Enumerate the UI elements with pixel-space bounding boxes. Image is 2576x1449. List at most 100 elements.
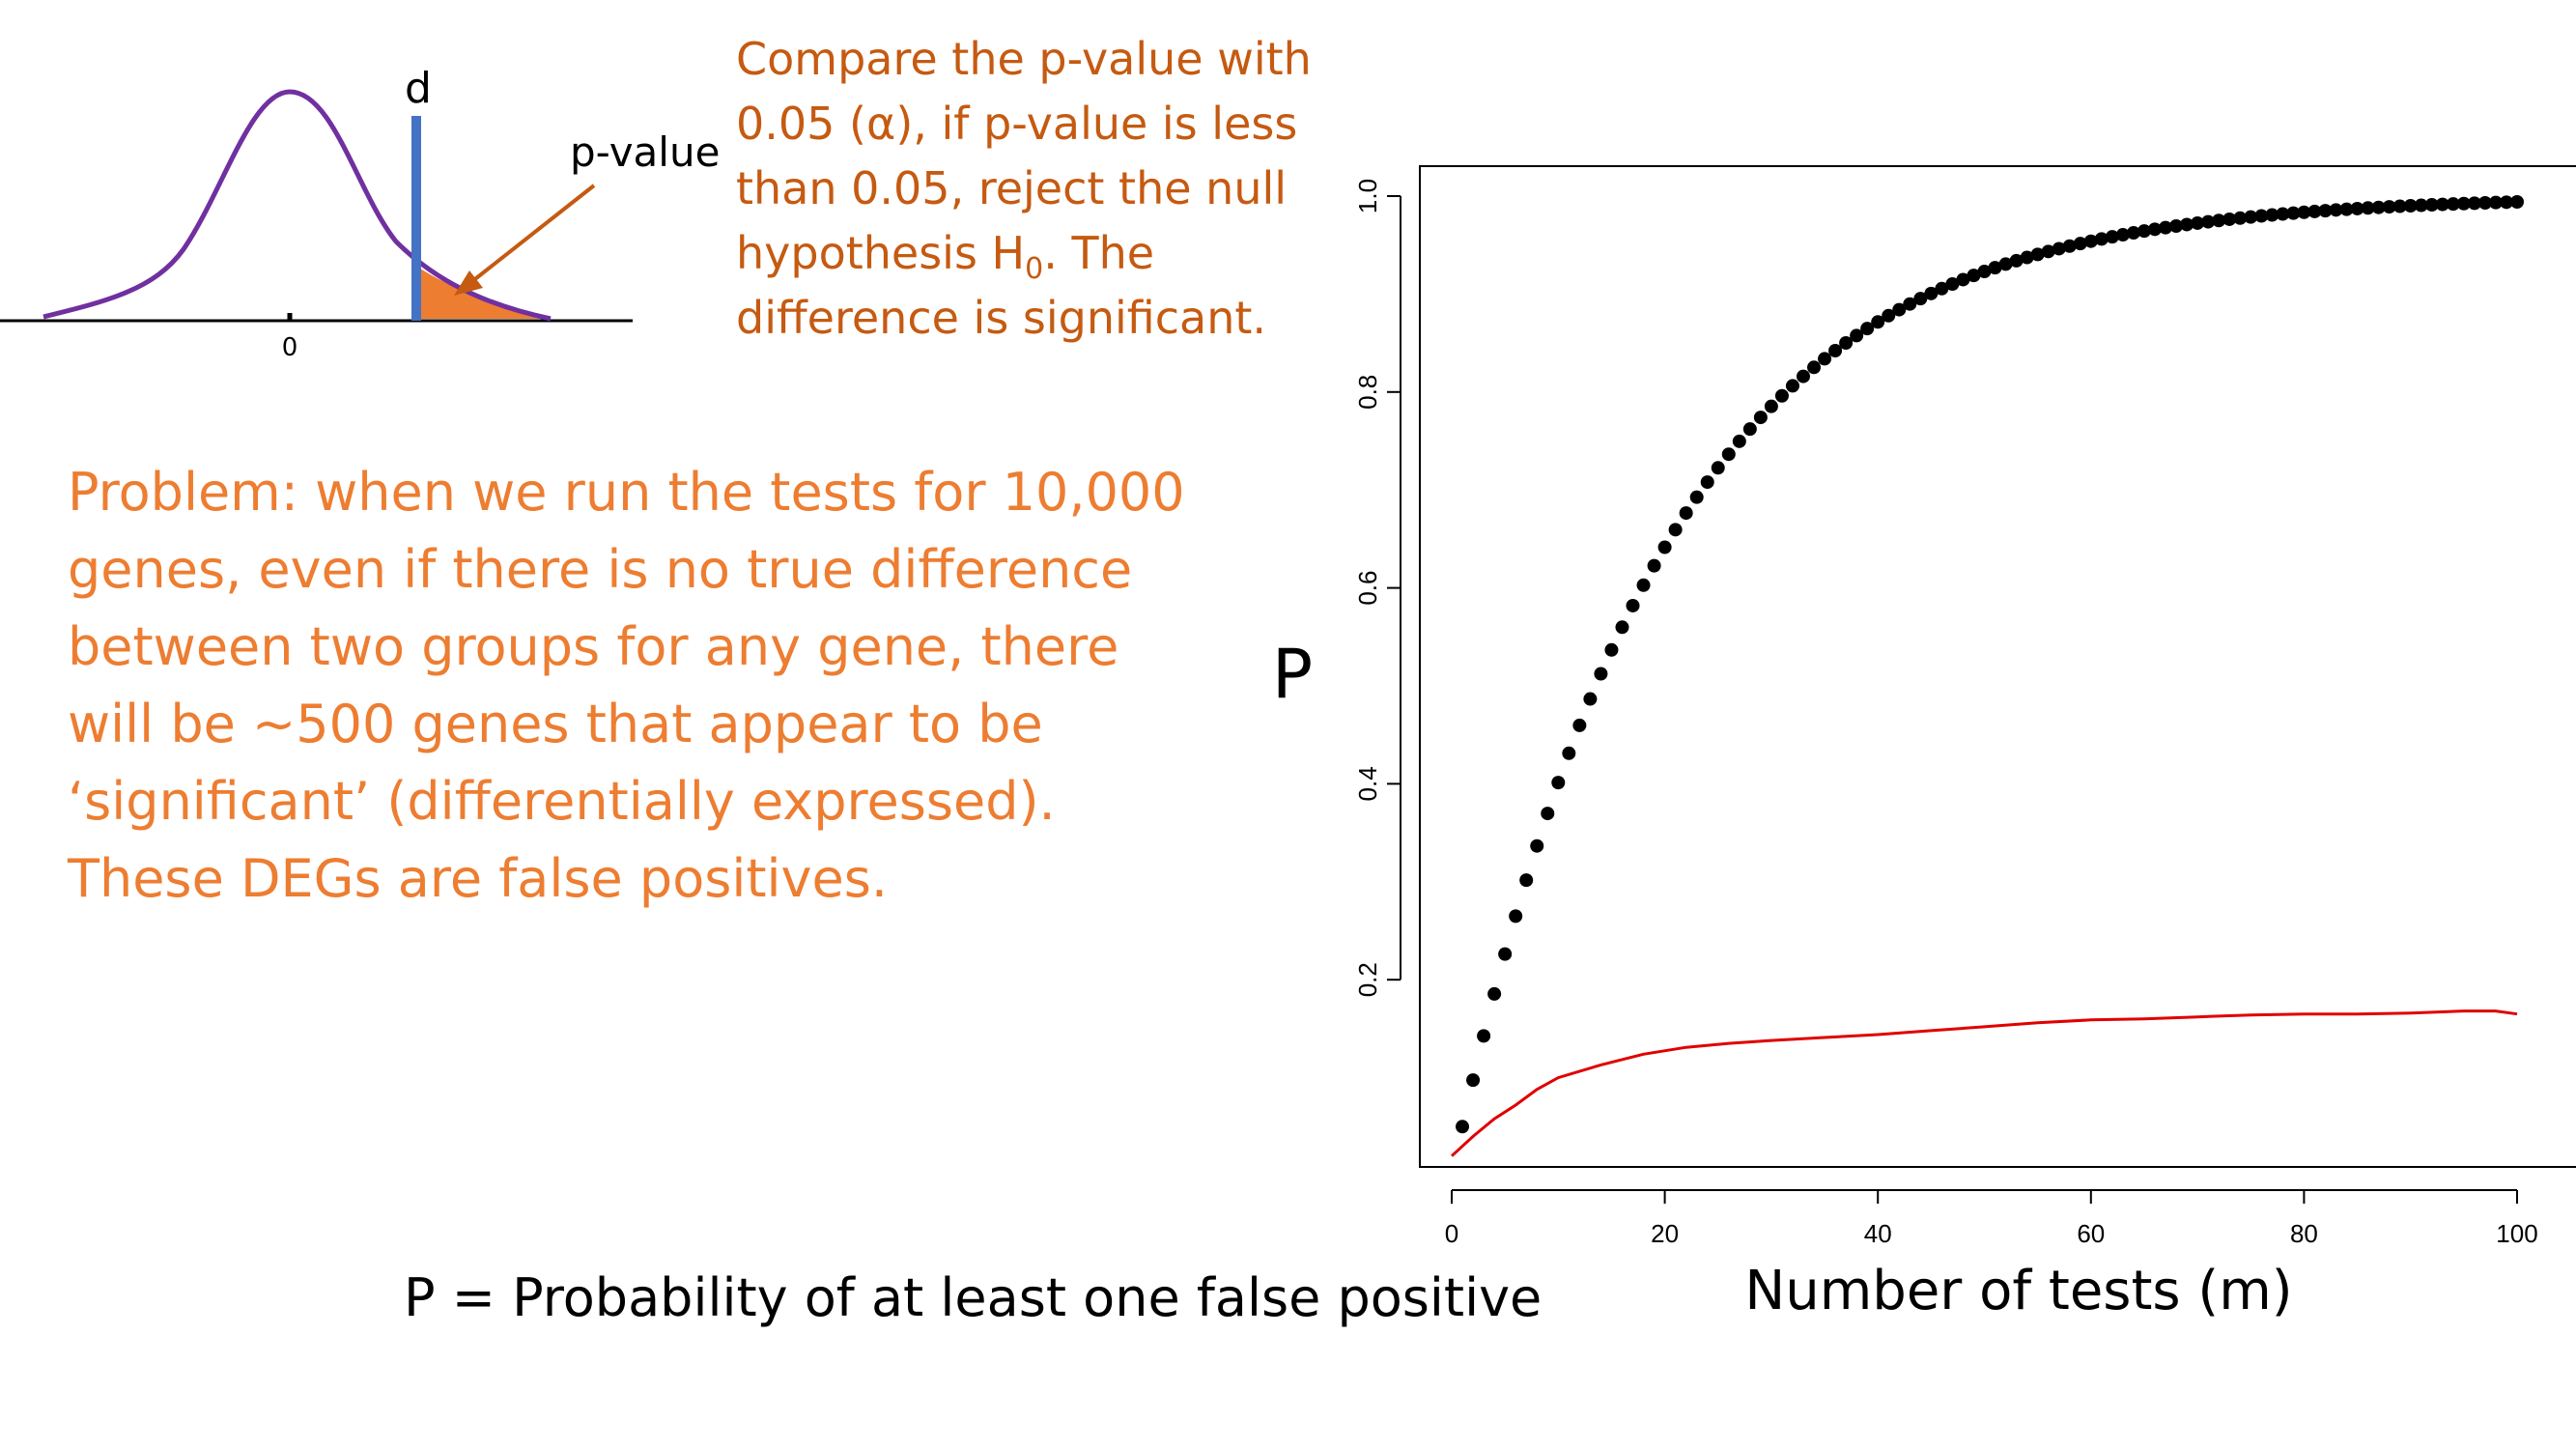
y-tick-label: 0.6 — [1353, 571, 1382, 606]
data-point — [2424, 198, 2439, 213]
data-point — [2147, 222, 2162, 237]
d-label: d — [405, 64, 432, 113]
problem-line-4: will be ~500 genes that appear to be — [68, 694, 1043, 754]
data-point — [2180, 217, 2194, 232]
data-point — [2083, 234, 2098, 248]
data-point — [2467, 196, 2481, 211]
data-point — [1572, 718, 1587, 732]
data-point — [1456, 1120, 1470, 1134]
data-point — [2329, 203, 2343, 217]
data-point — [2030, 247, 2045, 262]
data-point — [1839, 335, 1854, 350]
x-axis-label: Number of tests (m) — [1744, 1260, 2292, 1322]
data-point — [1689, 490, 1704, 504]
data-point — [2414, 198, 2428, 213]
problem-line-2: genes, even if there is no true differen… — [68, 539, 1133, 600]
data-point — [1562, 746, 1576, 760]
data-point — [1487, 986, 1502, 1001]
compare-line-5: difference is significant. — [736, 292, 1267, 344]
y-axis: 0.2 0.4 0.6 0.8 1.0 — [1353, 179, 1401, 997]
data-point — [1509, 909, 1523, 923]
data-point — [2169, 218, 2184, 233]
y-tick-label: 0.4 — [1353, 766, 1382, 801]
x-tick-label: 0 — [1445, 1219, 1458, 1248]
data-point — [1679, 506, 1693, 521]
data-point — [1657, 540, 1672, 554]
data-point — [1935, 281, 1949, 296]
data-point — [1626, 598, 1640, 612]
data-point — [2435, 197, 2449, 212]
data-point — [2244, 210, 2258, 224]
data-point — [2371, 200, 2386, 214]
data-point — [1945, 277, 1960, 292]
data-point — [2041, 244, 2055, 259]
data-point — [2062, 239, 2077, 253]
data-point — [2105, 230, 2119, 244]
problem-line-1: Problem: when we run the tests for 10,00… — [68, 462, 1185, 523]
data-point — [2510, 195, 2524, 210]
data-point — [2339, 202, 2354, 216]
problem-line-6: These DEGs are false positives. — [68, 848, 889, 909]
data-point — [1711, 461, 1725, 475]
red-series-line — [1450, 1009, 2518, 1157]
x-tick-label: 100 — [2496, 1219, 2537, 1248]
data-point — [2477, 196, 2492, 211]
y-tick-label: 0.2 — [1353, 962, 1382, 997]
data-point — [1977, 265, 1992, 279]
compare-line-1: Compare the p-value with — [736, 33, 1312, 85]
data-point — [1998, 257, 2013, 271]
data-point — [1551, 776, 1566, 790]
problem-line-3: between two groups for any gene, there — [68, 616, 1119, 677]
compare-line-2: 0.05 (α), if p-value is less — [736, 98, 1298, 150]
data-point — [1636, 578, 1651, 592]
data-point — [1604, 642, 1619, 657]
x-axis: 0 20 40 60 80 100 — [1445, 1189, 2538, 1248]
y-axis-label: P — [1272, 635, 1313, 714]
pvalue-arrow-head — [454, 270, 483, 296]
data-point — [2254, 209, 2269, 223]
data-point — [2094, 232, 2109, 246]
data-point — [1732, 434, 1746, 448]
data-point — [2499, 195, 2513, 210]
data-point — [2318, 204, 2333, 218]
data-point — [1498, 947, 1513, 961]
x-tick-label: 40 — [1864, 1219, 1892, 1248]
data-point — [2276, 207, 2290, 221]
compare-line-4b: . The — [1043, 227, 1155, 279]
data-point — [1530, 838, 1544, 853]
data-point — [1903, 297, 1917, 311]
data-point — [2115, 228, 2130, 242]
data-point — [2286, 206, 2301, 220]
data-point — [2020, 250, 2034, 265]
data-point — [1583, 692, 1598, 706]
data-point — [1721, 447, 1736, 462]
data-point — [1519, 873, 1534, 888]
data-point — [1774, 388, 1789, 403]
data-point — [1818, 352, 1832, 366]
data-point — [2297, 205, 2311, 219]
data-point — [1647, 558, 1661, 573]
compare-explanation: Compare the p-value with 0.05 (α), if p-… — [736, 27, 1335, 351]
data-point — [1882, 308, 1896, 323]
zero-label: 0 — [282, 333, 298, 362]
data-point — [1913, 292, 1928, 306]
data-point — [1956, 272, 1970, 287]
problem-explanation: Problem: when we run the tests for 10,00… — [68, 454, 1323, 918]
data-point — [2201, 214, 2216, 229]
data-point — [1967, 269, 1981, 283]
data-point — [2137, 224, 2151, 239]
data-point — [2446, 197, 2460, 212]
data-point — [2052, 242, 2066, 256]
data-point — [1892, 302, 1907, 317]
data-point — [2233, 211, 2248, 225]
data-point — [1668, 523, 1683, 537]
compare-line-4: hypothesis H0. The — [736, 221, 1335, 286]
data-point — [1871, 315, 1885, 329]
data-point — [1807, 360, 1822, 375]
data-point — [1860, 322, 1875, 336]
shaded-tail-area — [420, 269, 549, 319]
data-point — [1828, 343, 1843, 357]
data-point — [1988, 261, 2002, 275]
distribution-curve — [42, 89, 552, 322]
data-point — [1764, 399, 1778, 413]
